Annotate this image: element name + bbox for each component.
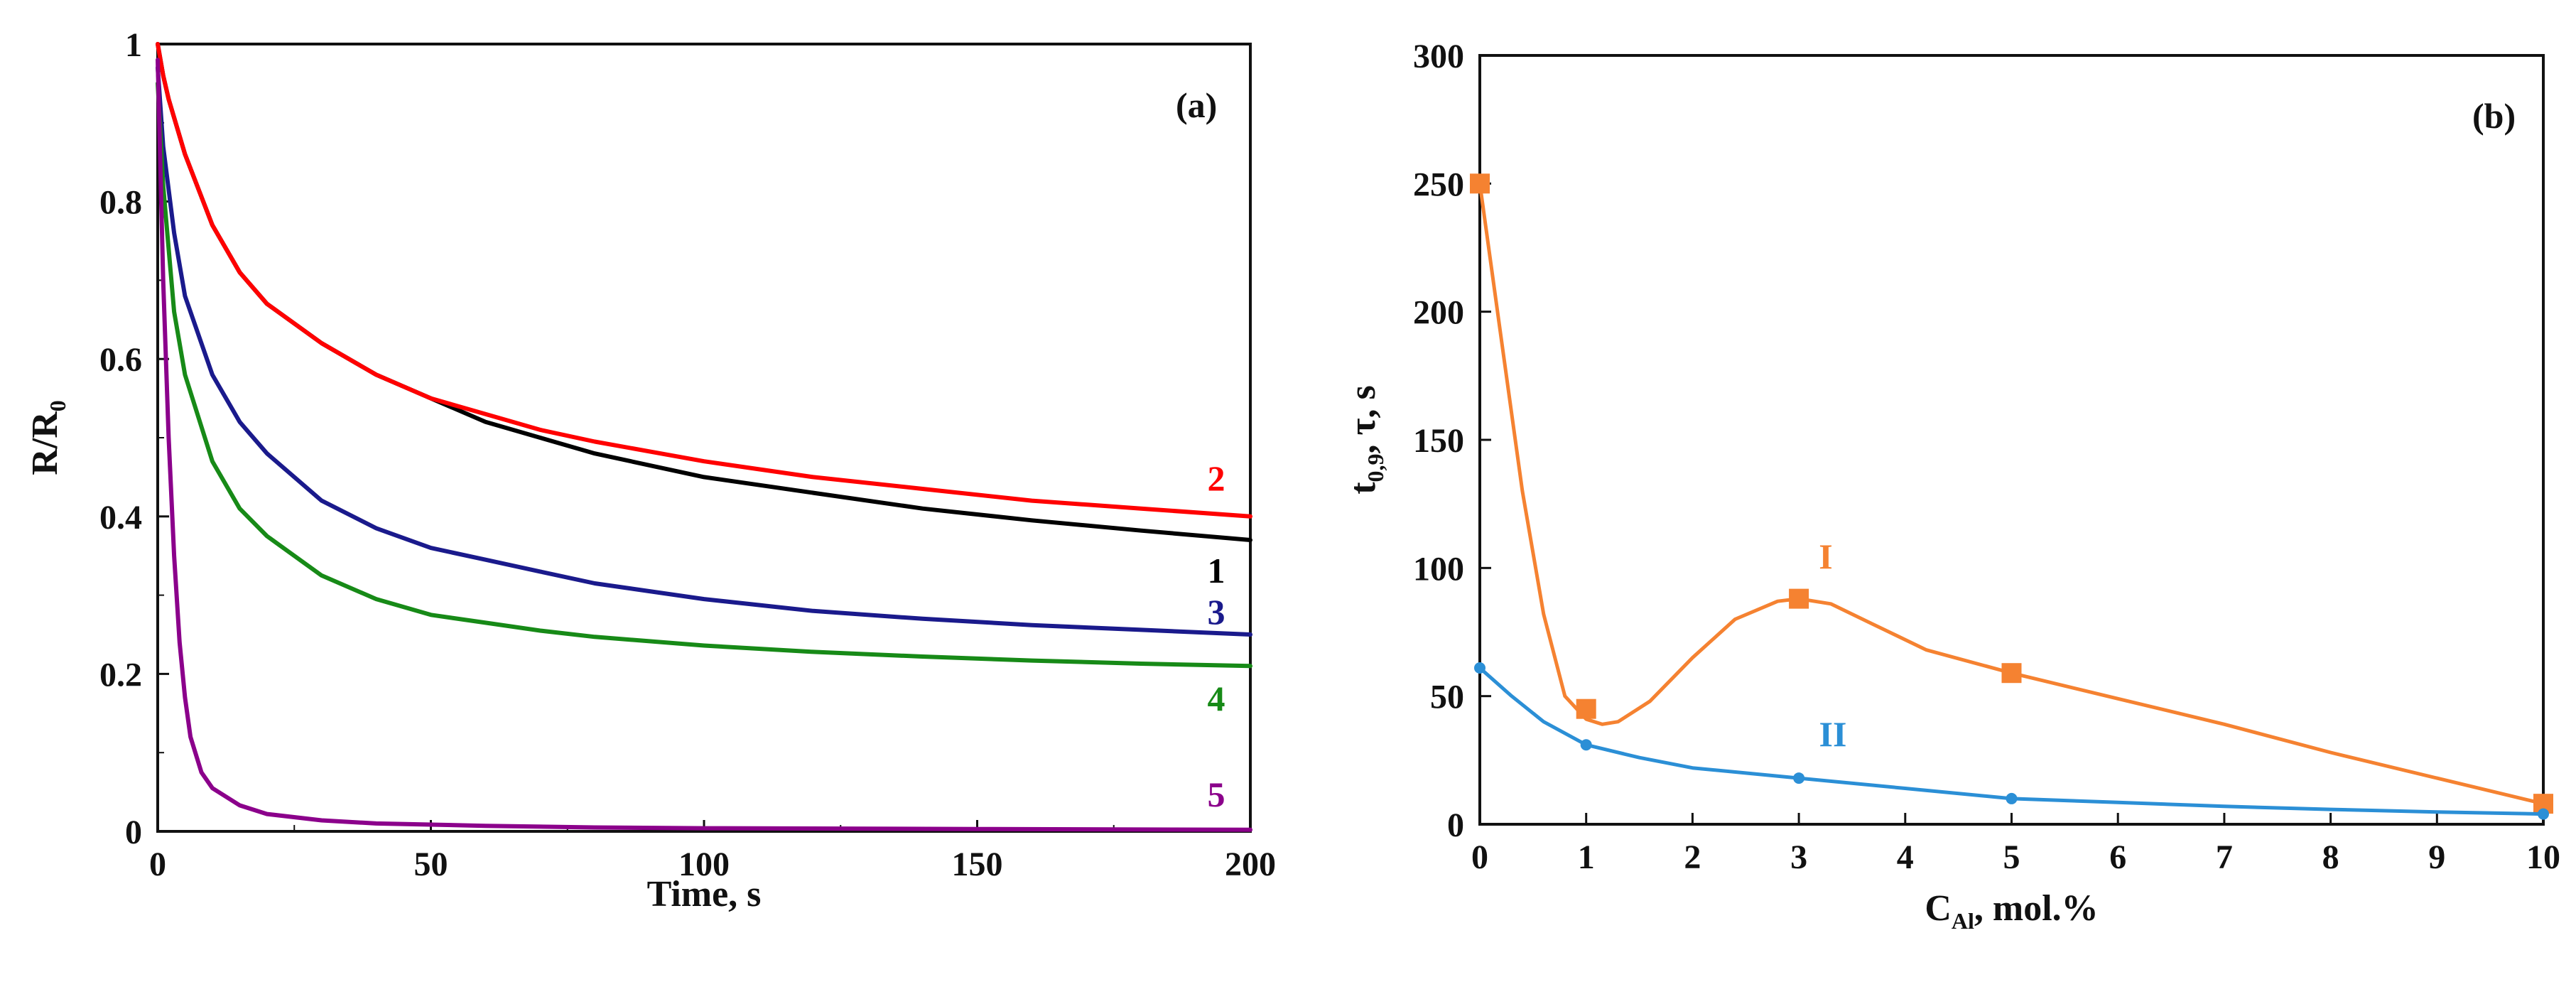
panel-label-b: (b) [2472, 96, 2516, 136]
data-point-II [1474, 662, 1485, 674]
x-tick-label: 2 [1684, 838, 1701, 876]
y-tick-label: 0.4 [99, 499, 142, 536]
data-point-I [1789, 588, 1809, 609]
y-tick-label: 1 [125, 26, 142, 64]
x-axis-title-b-sub: Al [1952, 908, 1974, 934]
x-tick-label: 8 [2322, 838, 2339, 876]
series-group-b [1470, 173, 2553, 820]
x-axis-title-a: Time, s [647, 874, 762, 914]
panel-label-a: (a) [1176, 85, 1217, 125]
x-tick-label: 5 [2003, 838, 2020, 876]
series-line-4 [156, 81, 1252, 669]
y-tick-label: 0.6 [99, 341, 142, 379]
data-point-I [1576, 698, 1596, 719]
y-tick-label: 100 [1413, 550, 1464, 588]
x-axis-title-b-main: C [1925, 888, 1952, 929]
data-point-II [1580, 739, 1592, 751]
curve-label-4: 4 [1208, 679, 1225, 718]
x-tick-label: 9 [2428, 838, 2445, 876]
y-tick-label: 0.2 [99, 656, 142, 694]
x-tick-label: 3 [1790, 838, 1807, 876]
x-tick-label: 150 [952, 846, 1003, 883]
series-line-1 [156, 42, 1252, 542]
y-axis-title-a: R/R0 [25, 400, 70, 475]
y-axis-title-a-main: R/R [25, 411, 65, 475]
y-tick-label: 300 [1413, 38, 1464, 75]
x-tick-label: 7 [2216, 838, 2233, 876]
y-tick-label: 250 [1413, 166, 1464, 203]
y-axis-title-b-main: t [1343, 482, 1383, 495]
curve-label-2: 2 [1208, 458, 1225, 498]
y-axis-title-b: t0,9, τ, s [1343, 385, 1388, 495]
series-line-I [1478, 181, 2545, 806]
chart-panel-a: 0 50 100 150 200 0 0.2 0.4 0.6 0.8 1 1 2 3 4 5 (a) Time… [25, 26, 1276, 914]
y-tick-label: 200 [1413, 294, 1464, 332]
data-point-II [2006, 792, 2018, 804]
y-tick-label: 0 [125, 814, 142, 851]
curve-label-1: 1 [1208, 551, 1225, 590]
tick-marks-a [156, 43, 1252, 833]
y-tick-label: 0 [1447, 806, 1464, 844]
x-tick-label: 4 [1897, 838, 1914, 876]
x-tick-label: 0 [149, 846, 166, 883]
x-tick-label: 10 [2526, 838, 2560, 876]
plot-frame-a [156, 43, 1252, 833]
y-tick-label: 0.8 [99, 184, 142, 222]
y-axis-title-b-rest: , τ, s [1343, 385, 1383, 453]
tick-labels-a: 0 50 100 150 200 0 0.2 0.4 0.6 0.8 1 1 2 3 4 5 [99, 26, 1276, 883]
series-line-5 [156, 58, 1252, 832]
y-tick-label: 150 [1413, 422, 1464, 460]
data-point-II [1793, 772, 1805, 784]
curve-label-5: 5 [1208, 775, 1225, 814]
x-tick-label: 100 [678, 846, 730, 883]
y-tick-label: 50 [1430, 679, 1464, 716]
y-axis-title-b-sub: 0,9 [1363, 453, 1388, 482]
series-group-a [156, 42, 1252, 832]
y-axis-title-a-sub: 0 [45, 400, 70, 411]
data-point-I [2001, 663, 2022, 684]
series-line-3 [156, 65, 1252, 637]
curve-label-II: II [1819, 714, 1847, 754]
x-tick-label: 1 [1578, 838, 1595, 876]
data-point-I [1470, 173, 1490, 194]
x-tick-label: 0 [1471, 838, 1488, 876]
curve-label-3: 3 [1208, 592, 1225, 632]
x-axis-title-b: CAl, mol.% [1925, 888, 2098, 934]
curve-label-I: I [1819, 536, 1832, 576]
series-line-II [1478, 666, 2545, 816]
x-axis-title-b-rest: , mol.% [1974, 888, 2099, 929]
data-point-II [2538, 808, 2549, 820]
x-tick-label: 200 [1225, 846, 1276, 883]
series-line-2 [156, 42, 1252, 519]
x-tick-label: 6 [2109, 838, 2126, 876]
x-tick-label: 50 [414, 846, 448, 883]
